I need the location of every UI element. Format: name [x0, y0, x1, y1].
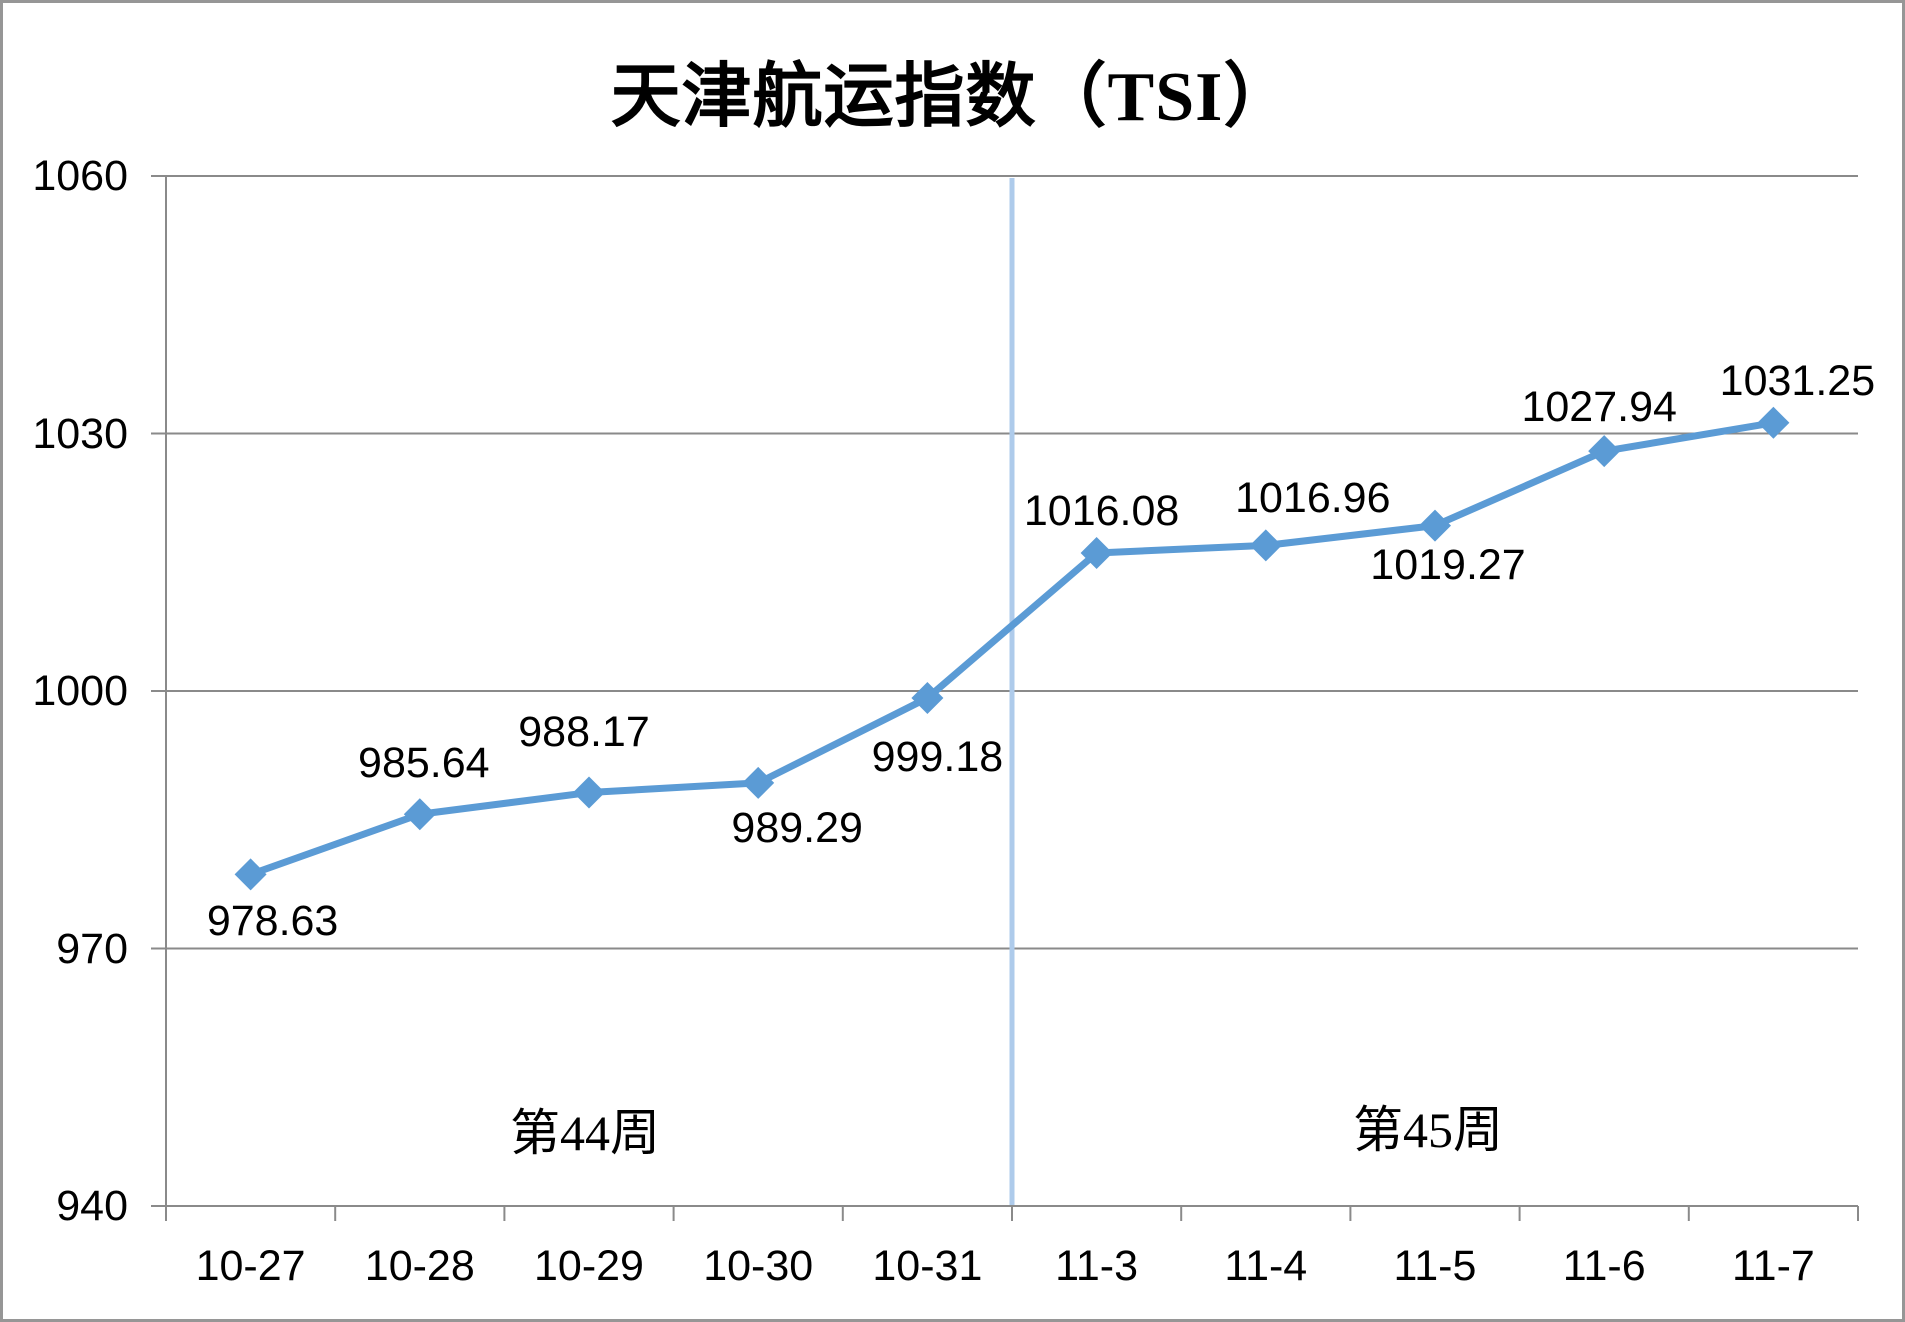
marker-10-30 [742, 766, 775, 799]
x-tick-label-10-29: 10-29 [533, 1242, 644, 1290]
x-tick-label-11-6: 11-6 [1562, 1242, 1646, 1290]
week-45-annotation: 第45周 [1353, 1102, 1503, 1158]
data-label-11-3: 1016.08 [1023, 486, 1180, 535]
data-label-10-28: 985.64 [358, 739, 490, 788]
marker-10-27 [234, 858, 267, 891]
x-tick-label-11-3: 11-3 [1055, 1242, 1139, 1290]
data-label-10-29: 988.17 [518, 707, 650, 756]
data-label-10-30: 989.29 [731, 803, 863, 852]
data-label-11-6: 1027.94 [1521, 383, 1677, 432]
x-tick-label-10-31: 10-31 [872, 1242, 983, 1290]
y-tick-label-1060: 1060 [32, 152, 128, 200]
x-tick-label-11-4: 11-4 [1224, 1242, 1308, 1290]
marker-11-3 [1080, 536, 1113, 569]
x-tick-label-11-5: 11-5 [1393, 1242, 1477, 1290]
x-tick-label-10-30: 10-30 [703, 1242, 814, 1290]
x-tick-label-10-28: 10-28 [364, 1242, 475, 1290]
data-label-10-31: 999.18 [871, 733, 1004, 782]
marker-11-7 [1757, 406, 1790, 439]
data-label-11-5: 1019.27 [1370, 540, 1526, 589]
data-label-10-27: 978.63 [206, 897, 339, 946]
marker-11-4 [1249, 529, 1282, 562]
week-44-annotation: 第44周 [510, 1105, 660, 1161]
chart-title: 天津航运指数（TSI） [610, 59, 1295, 136]
marker-11-5 [1419, 509, 1451, 542]
y-tick-label-1030: 1030 [32, 409, 128, 458]
data-label-11-7: 1031.25 [1719, 356, 1876, 405]
y-tick-label-1000: 1000 [32, 667, 128, 715]
marker-10-31 [911, 682, 944, 715]
data-label-11-4: 1016.96 [1235, 474, 1391, 523]
y-tick-label-970: 970 [56, 924, 128, 973]
marker-11-6 [1588, 435, 1621, 468]
x-tick-label-11-7: 11-7 [1731, 1242, 1815, 1290]
x-tick-label-10-27: 10-27 [195, 1242, 306, 1290]
marker-10-29 [573, 776, 605, 809]
marker-10-28 [403, 798, 436, 831]
series-line [247, 419, 1777, 878]
y-tick-label-940: 940 [56, 1182, 128, 1230]
